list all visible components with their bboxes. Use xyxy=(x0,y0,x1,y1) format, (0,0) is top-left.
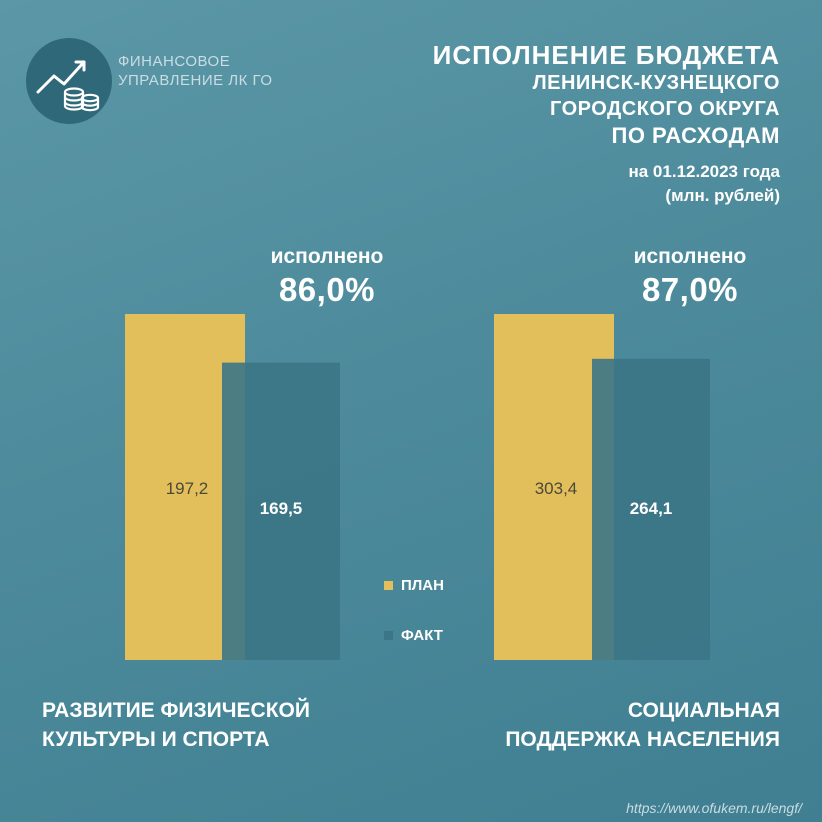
title-line-4: по расходам xyxy=(611,123,780,148)
category-label-1: Развитие физической культуры и спорта xyxy=(42,696,310,754)
category-1-line-1: Развитие физической xyxy=(42,699,310,722)
execution-block-1: исполнено 86,0% xyxy=(217,244,437,310)
fact-value-label-2: 264,1 xyxy=(630,499,673,518)
execution-percent-1: 86,0% xyxy=(278,271,376,308)
category-2-line-2: поддержка населения xyxy=(505,728,780,751)
fact-value-label-1: 169,5 xyxy=(260,499,303,518)
logo-line-2: управление ЛК ГО xyxy=(118,72,273,89)
legend-plan-label: ПЛАН xyxy=(401,577,444,594)
legend-plan-swatch xyxy=(384,581,393,590)
title-line-2: Ленинск-Кузнецкого xyxy=(532,72,780,94)
execution-block-2: исполнено 87,0% xyxy=(580,244,800,310)
execution-percent-2: 87,0% xyxy=(641,271,739,308)
logo-emblem xyxy=(26,38,112,124)
execution-label-1: исполнено xyxy=(270,245,384,268)
date-block: на 01.12.2023 года (млн. рублей) xyxy=(480,160,780,208)
title-line-3: городского округа xyxy=(550,98,780,120)
logo-text: Финансовое управление ЛК ГО xyxy=(118,52,318,90)
category-label-2: Социальная поддержка населения xyxy=(505,696,780,754)
fact-bar-2 xyxy=(592,358,710,660)
legend-plan: ПЛАН xyxy=(384,577,444,594)
category-2-line-1: Социальная xyxy=(627,699,780,722)
legend-fact-label: ФАКТ xyxy=(401,627,443,644)
fact-bar-1 xyxy=(222,362,340,660)
page-title: Исполнение бюджета Ленинск-Кузнецкого го… xyxy=(360,40,780,150)
report-date: на 01.12.2023 года xyxy=(628,162,780,181)
category-1-line-2: культуры и спорта xyxy=(42,728,270,751)
title-line-1: Исполнение бюджета xyxy=(432,40,780,70)
growth-chart-icon xyxy=(36,60,100,112)
legend-fact: ФАКТ xyxy=(384,627,443,644)
coins-icon xyxy=(63,87,100,112)
units-label: (млн. рублей) xyxy=(665,186,780,205)
source-url: https://www.ofukem.ru/lengf/ xyxy=(626,800,802,816)
plan-value-label-1: 197,2 xyxy=(166,479,209,498)
logo-line-1: Финансовое xyxy=(118,53,231,70)
execution-label-2: исполнено xyxy=(633,245,747,268)
plan-value-label-2: 303,4 xyxy=(535,479,578,498)
legend-fact-swatch xyxy=(384,631,393,640)
